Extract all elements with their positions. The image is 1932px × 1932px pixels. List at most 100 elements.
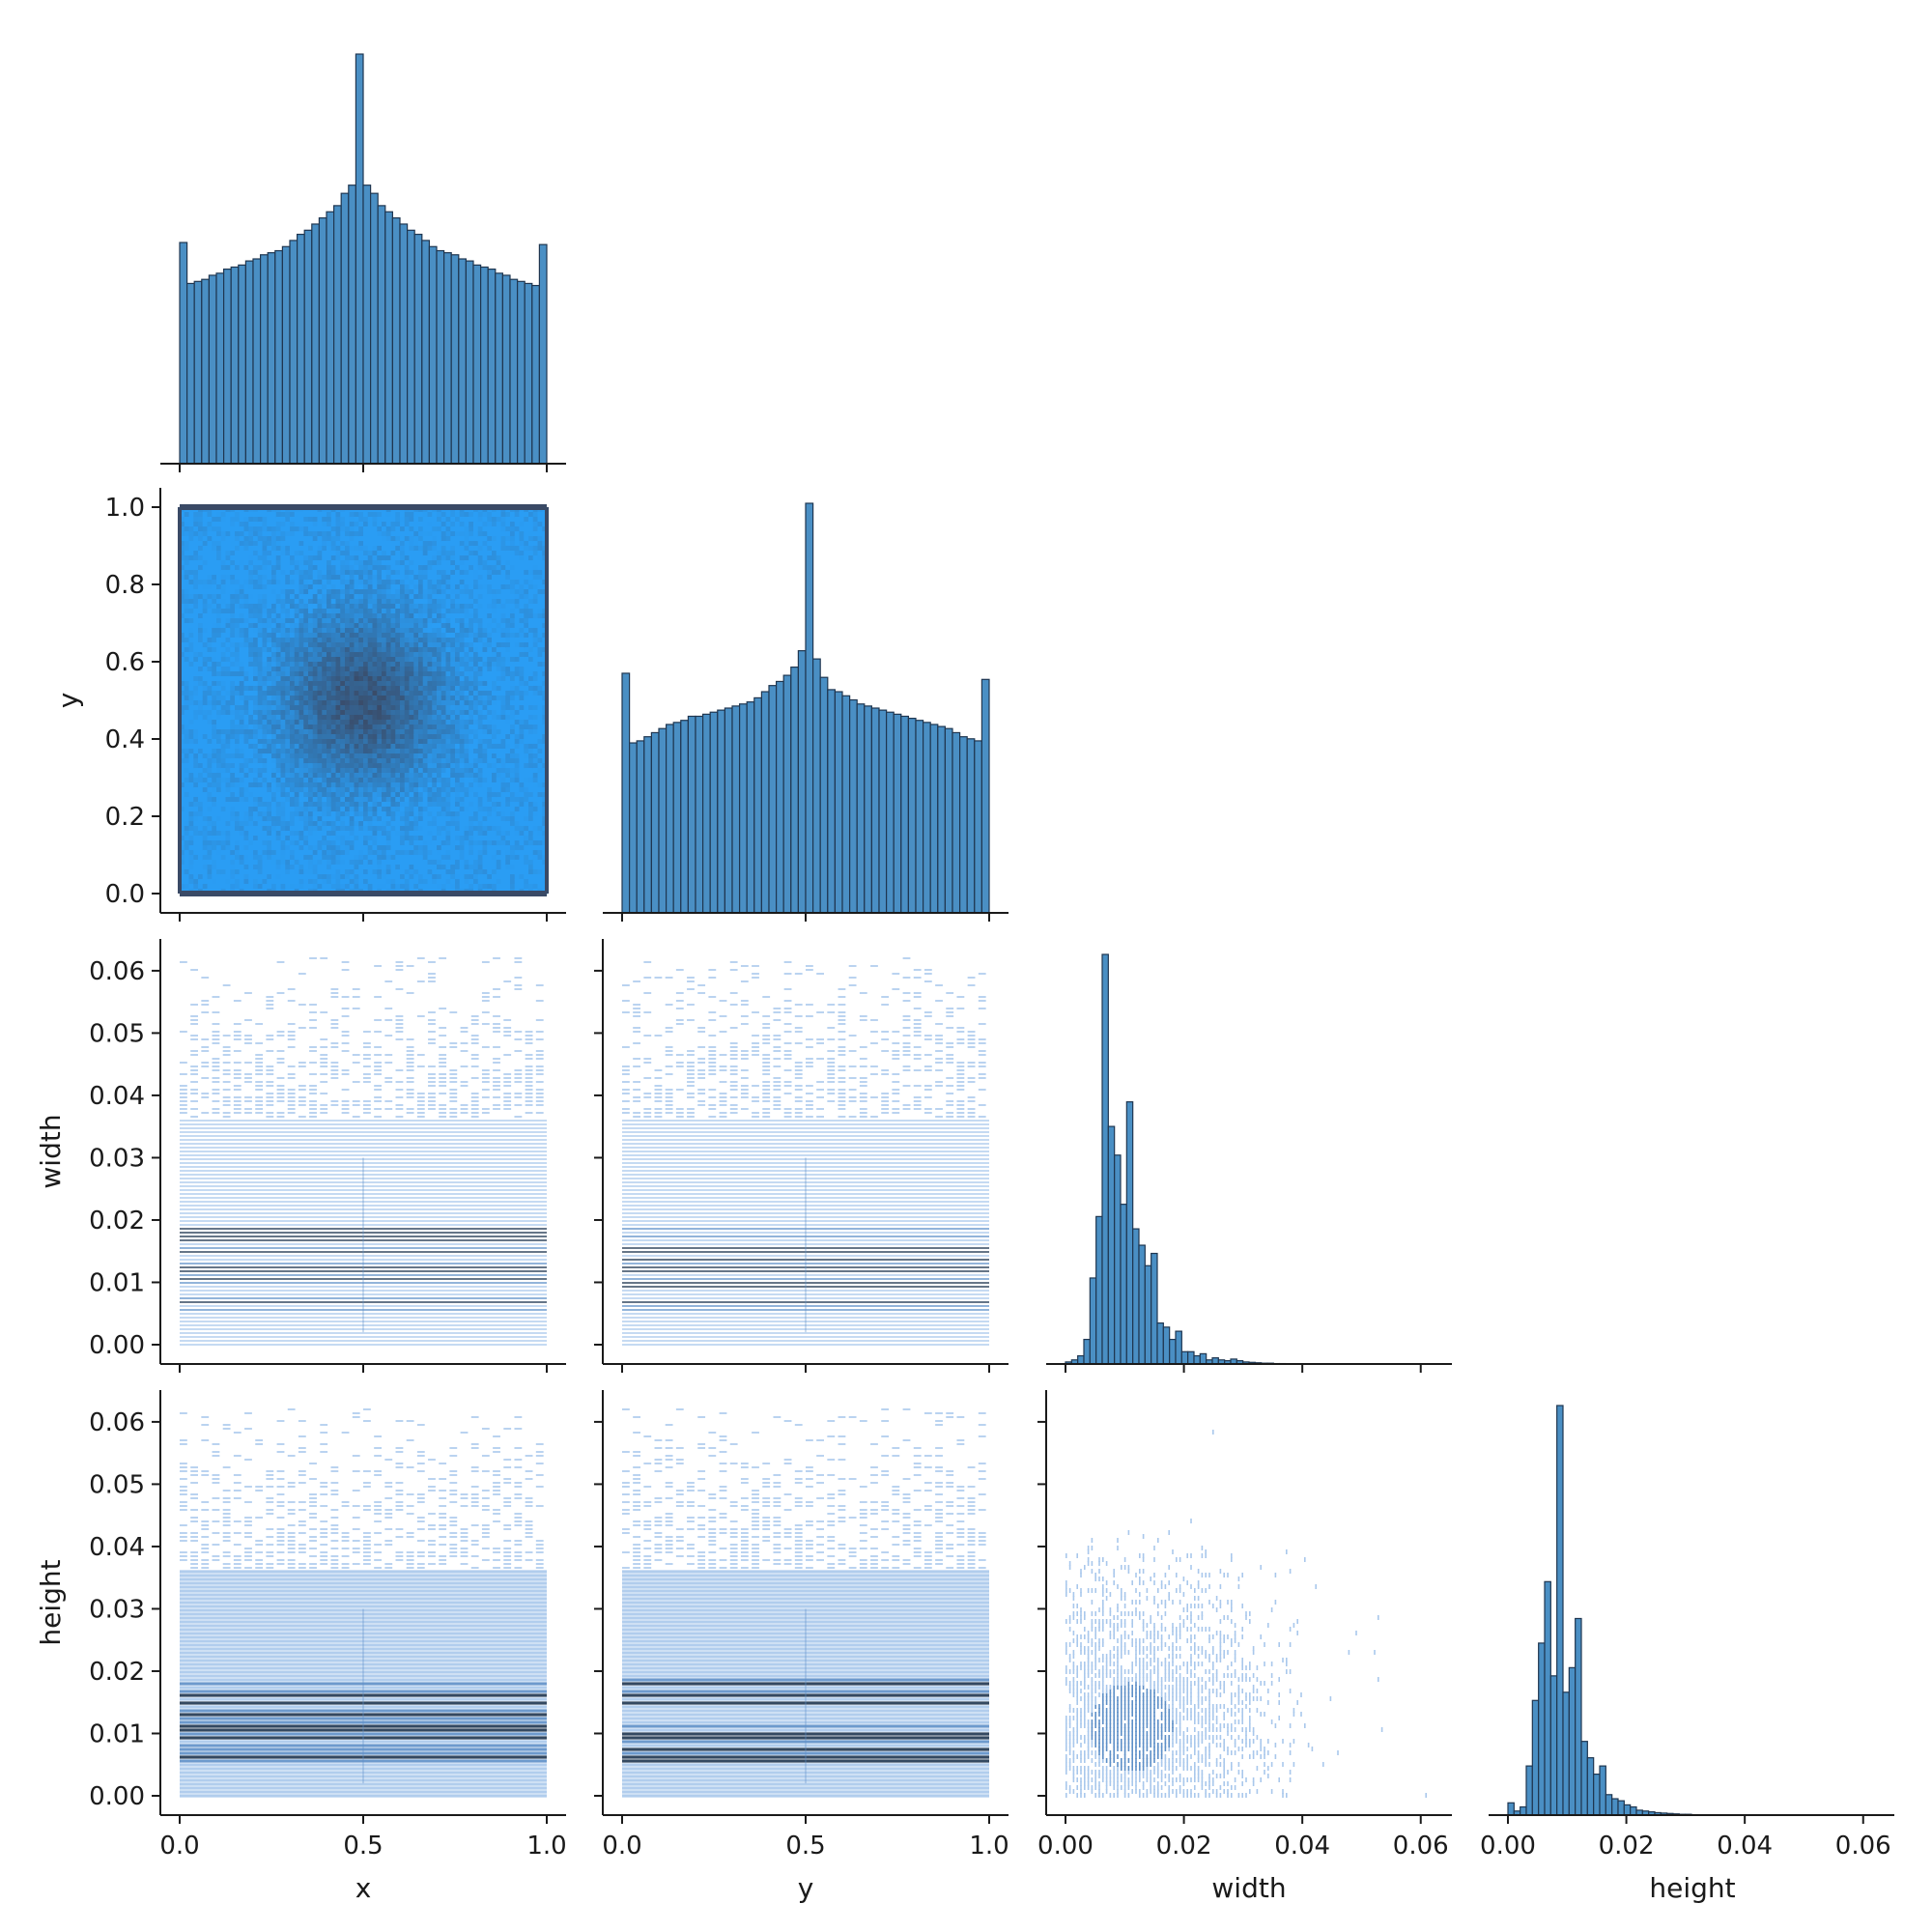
heat-cell	[327, 609, 332, 614]
heat-cell	[445, 855, 451, 861]
heat-cell	[432, 667, 438, 672]
heat-cell	[327, 821, 332, 827]
heat-cell	[220, 638, 227, 643]
hist-bar-height-14	[1593, 1773, 1601, 1816]
heat-cell	[312, 696, 319, 701]
heat-cell	[202, 512, 209, 518]
heat-cell	[267, 691, 272, 696]
heat-cell	[404, 662, 411, 668]
heat-cell	[188, 739, 194, 745]
heat-cell	[180, 879, 185, 885]
heat-cell	[257, 589, 264, 595]
heat-cell	[322, 715, 327, 721]
heat-cell	[409, 763, 414, 769]
heat-cell	[372, 696, 378, 701]
heat-cell	[327, 623, 332, 629]
heat-cell	[354, 526, 359, 532]
heat-cell	[294, 609, 300, 614]
heat-cell	[367, 753, 374, 759]
heat-cell	[285, 671, 291, 677]
heat-cell	[345, 604, 351, 610]
heat-cell	[239, 763, 245, 769]
heat-cell	[202, 884, 209, 890]
heat-cell	[418, 773, 424, 779]
heat-cell	[253, 551, 259, 556]
heat-cell	[432, 696, 438, 701]
heat-cell	[413, 811, 419, 817]
heat-cell	[335, 739, 341, 745]
heat-cell	[432, 816, 438, 822]
heat-cell	[413, 546, 419, 552]
heat-cell	[340, 662, 346, 668]
heat-cell	[267, 739, 272, 745]
heat-cell	[317, 710, 323, 716]
heat-cell	[294, 551, 300, 556]
heat-cell	[248, 565, 254, 571]
heat-cell	[413, 647, 419, 653]
heat-cell	[345, 676, 351, 682]
heat-cell	[184, 686, 190, 692]
heat-cell	[377, 840, 383, 846]
heat-cell	[275, 792, 282, 798]
heat-cell	[248, 526, 254, 532]
heat-cell	[220, 565, 227, 571]
heat-cell	[225, 531, 231, 537]
heat-cell	[418, 884, 424, 890]
heat-cell	[253, 724, 259, 730]
heat-cell	[377, 787, 383, 793]
heat-cell	[280, 855, 286, 861]
heat-cell	[202, 720, 209, 725]
heat-cell	[298, 758, 304, 764]
heat-cell	[358, 845, 364, 851]
heat-cell	[345, 773, 351, 779]
heat-cell	[372, 623, 378, 629]
heat-cell	[322, 753, 327, 759]
heat-cell	[198, 647, 204, 653]
heat-cell	[395, 613, 401, 619]
heat-cell	[267, 541, 272, 547]
heat-cell	[377, 686, 383, 692]
heat-cell	[372, 633, 378, 639]
heat-cell	[198, 778, 204, 783]
heat-cell	[262, 724, 268, 730]
heat-cell	[317, 609, 323, 614]
heat-cell	[363, 647, 369, 653]
heat-cell	[239, 744, 245, 750]
heat-cell	[275, 555, 282, 561]
heat-cell	[377, 700, 383, 706]
heat-cell	[385, 865, 392, 870]
heat-cell	[267, 623, 272, 629]
heat-cell	[345, 807, 351, 812]
heat-cell	[198, 884, 204, 890]
heat-cell	[427, 633, 433, 639]
heat-cell	[400, 836, 406, 841]
heat-cell	[322, 517, 327, 523]
heat-cell	[372, 662, 378, 668]
heat-cell	[267, 575, 272, 581]
heat-cell	[437, 652, 442, 658]
heat-cell	[303, 782, 309, 788]
heat-cell	[340, 821, 346, 827]
heat-cell	[395, 696, 401, 701]
heat-cell	[450, 647, 456, 653]
heat-cell	[225, 826, 231, 832]
heat-cell	[327, 686, 332, 692]
heat-cell	[267, 763, 272, 769]
heat-cell	[400, 811, 406, 817]
heat-cell	[243, 681, 249, 687]
heat-cell	[294, 879, 300, 885]
heat-cell	[202, 739, 209, 745]
heat-cell	[207, 763, 213, 769]
heat-cell	[198, 560, 204, 566]
heat-cell	[312, 551, 319, 556]
heat-cell	[377, 778, 383, 783]
heat-cell	[184, 546, 190, 552]
heat-cell	[345, 874, 351, 880]
heat-cell	[294, 686, 300, 692]
heat-cell	[253, 749, 259, 754]
heat-cell	[225, 633, 231, 639]
heat-cell	[400, 724, 406, 730]
hist-bar-x-10	[252, 258, 262, 465]
heat-cell	[312, 802, 319, 808]
heat-cell	[363, 633, 369, 639]
